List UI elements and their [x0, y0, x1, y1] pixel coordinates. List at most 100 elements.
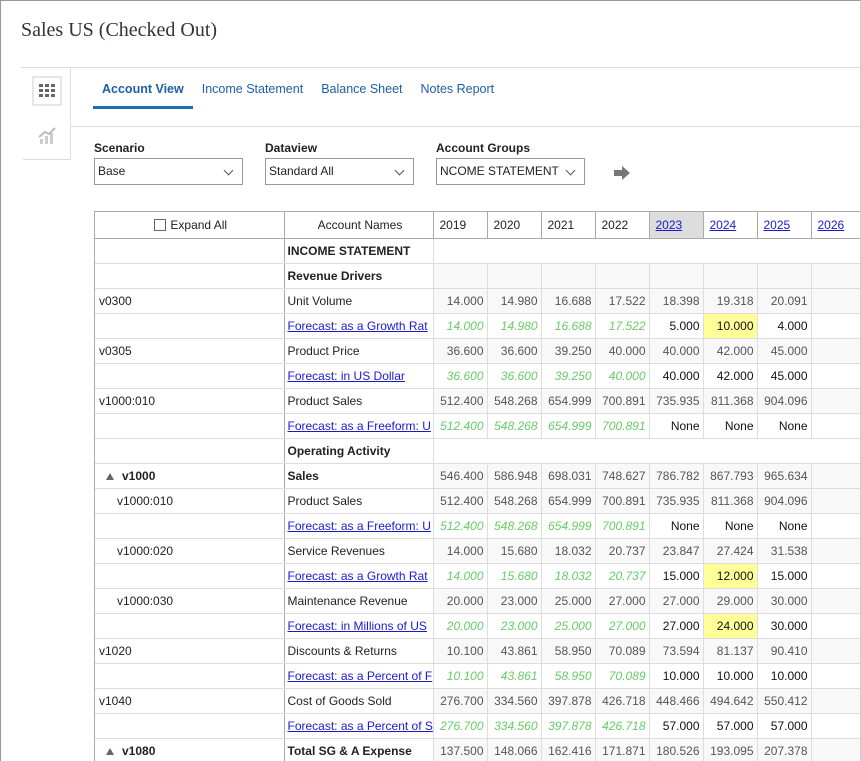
- value-cell[interactable]: None: [649, 513, 704, 539]
- dropdown[interactable]: NCOME STATEMENT: [436, 158, 585, 185]
- value-cell: 512.400: [433, 513, 488, 539]
- dropdown[interactable]: Standard All: [265, 158, 414, 185]
- account-code: v1000:010: [95, 388, 284, 414]
- forecast-method-link[interactable]: Forecast: as a Percent of S: [283, 713, 434, 739]
- forecast-method-link[interactable]: Forecast: as a Growth Rat: [283, 313, 434, 339]
- value-cell[interactable]: 15.000: [757, 563, 812, 589]
- expand-all-label[interactable]: Expand All: [170, 217, 228, 232]
- value-cell: 19.318: [703, 288, 758, 314]
- grid-icon[interactable]: [32, 76, 62, 106]
- value-cell[interactable]: 57.000: [757, 713, 812, 739]
- value-cell[interactable]: 57.000: [703, 713, 758, 739]
- account-code-text: v1040: [99, 693, 132, 708]
- value-cell[interactable]: 15.000: [811, 563, 860, 589]
- value-cell: 698.031: [541, 463, 596, 489]
- value-cell: [541, 263, 596, 289]
- value-cell: 36.600: [433, 363, 488, 389]
- account-code: [95, 663, 284, 689]
- value-cell[interactable]: 27.000: [649, 613, 704, 639]
- column-header: Account Names: [284, 212, 434, 239]
- forecast-method-link[interactable]: Forecast: as a Percent of F: [283, 663, 434, 689]
- table-row: v1020 Discounts & Returns 10.100 43.861 58.9…: [95, 638, 860, 664]
- collapse-toggle[interactable]: [106, 747, 114, 755]
- value-cell[interactable]: 10.000: [703, 663, 758, 689]
- value-cell[interactable]: 15.000: [649, 563, 704, 589]
- value-cell: 14.000: [433, 288, 488, 314]
- forecast-method-link[interactable]: Forecast: in US Dollar: [283, 363, 434, 389]
- value-cell[interactable]: 5.000: [649, 313, 704, 339]
- chart-icon[interactable]: [32, 121, 62, 151]
- filter-label: Scenario: [94, 141, 145, 155]
- value-cell[interactable]: 12.000: [703, 563, 758, 589]
- value-cell[interactable]: 45.000: [757, 363, 812, 389]
- value-cell[interactable]: 30.000: [811, 613, 860, 639]
- value-cell[interactable]: None: [703, 513, 758, 539]
- value-cell: 43.861: [487, 638, 542, 664]
- value-cell[interactable]: None: [757, 413, 812, 439]
- column-header[interactable]: 2023: [649, 212, 704, 239]
- account-code: [95, 263, 284, 289]
- account-name: Product Price: [283, 338, 434, 364]
- account-code: [95, 363, 284, 389]
- tab[interactable]: Income Statement: [201, 82, 304, 96]
- table-row: v1000:020 Service Revenues 14.000 15.680 18.…: [95, 538, 860, 564]
- value-cell[interactable]: 42.000: [703, 363, 758, 389]
- value-cell: 14.000: [433, 313, 488, 339]
- tab[interactable]: Notes Report: [420, 82, 495, 96]
- checkbox[interactable]: [154, 218, 167, 231]
- value-cell: 700.891: [595, 488, 650, 514]
- value-cell: 18.032: [541, 538, 596, 564]
- value-cell[interactable]: 4.000: [811, 313, 860, 339]
- value-cell[interactable]: 57.000: [811, 713, 860, 739]
- account-name: Product Sales: [283, 388, 434, 414]
- go-button[interactable]: [612, 164, 632, 182]
- value-cell[interactable]: 4.000: [757, 313, 812, 339]
- value-cell[interactable]: 10.000: [811, 663, 860, 689]
- value-cell: 40.000: [595, 363, 650, 389]
- value-cell: 811.368: [703, 388, 758, 414]
- forecast-method-link[interactable]: Forecast: as a Freeform: U: [283, 513, 434, 539]
- value-cell[interactable]: None: [757, 513, 812, 539]
- account-name: Operating Activity: [283, 438, 434, 464]
- forecast-method-link[interactable]: Forecast: as a Growth Rat: [283, 563, 434, 589]
- value-cell[interactable]: 45.000: [811, 363, 860, 389]
- collapse-toggle[interactable]: [106, 472, 114, 480]
- dropdown[interactable]: Base: [94, 158, 243, 185]
- value-cell: 546.400: [433, 463, 488, 489]
- value-cell[interactable]: 10.000: [757, 663, 812, 689]
- account-code: v1000:020: [95, 538, 284, 564]
- value-cell: 700.891: [595, 513, 650, 539]
- value-cell[interactable]: None: [811, 413, 860, 439]
- column-header[interactable]: 2024: [703, 212, 758, 239]
- tab[interactable]: Account View: [93, 79, 193, 109]
- account-name: Cost of Goods Sold: [283, 688, 434, 714]
- account-code: v1000:030: [95, 588, 284, 614]
- value-cell[interactable]: None: [703, 413, 758, 439]
- table-row: v1000:010 Product Sales 512.400 548.268 654.…: [95, 488, 860, 514]
- column-header[interactable]: 2026: [811, 212, 860, 239]
- account-code-text: v1000:020: [117, 543, 174, 558]
- value-cell[interactable]: None: [649, 413, 704, 439]
- value-cell: 654.999: [541, 413, 596, 439]
- value-cell[interactable]: 30.000: [757, 613, 812, 639]
- value-cell: 43.861: [487, 663, 542, 689]
- value-cell: 36.600: [487, 338, 542, 364]
- account-code: v1080: [95, 738, 284, 761]
- value-cell: 735.935: [649, 388, 704, 414]
- account-name: Total SG & A Expense: [283, 738, 434, 761]
- value-cell[interactable]: 40.000: [649, 363, 704, 389]
- value-cell: 965.634: [757, 463, 812, 489]
- value-cell: 90.410: [757, 638, 812, 664]
- value-cell: 512.400: [433, 488, 488, 514]
- tab[interactable]: Balance Sheet: [321, 82, 403, 96]
- forecast-method-link[interactable]: Forecast: as a Freeform: U: [283, 413, 434, 439]
- value-cell[interactable]: 10.000: [703, 313, 758, 339]
- column-header[interactable]: 2025: [757, 212, 812, 239]
- value-cell[interactable]: 57.000: [649, 713, 704, 739]
- value-cell: 573.721: [811, 688, 860, 714]
- value-cell[interactable]: None: [811, 513, 860, 539]
- value-cell: 18.398: [649, 288, 704, 314]
- value-cell[interactable]: 10.000: [649, 663, 704, 689]
- forecast-method-link[interactable]: Forecast: in Millions of US: [283, 613, 434, 639]
- value-cell[interactable]: 24.000: [703, 613, 758, 639]
